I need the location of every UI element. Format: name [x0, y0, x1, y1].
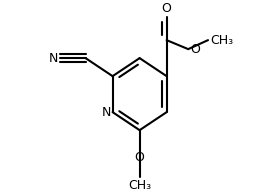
Text: O: O — [162, 2, 171, 15]
Text: N: N — [101, 106, 111, 119]
Text: O: O — [135, 151, 145, 164]
Text: O: O — [190, 43, 200, 56]
Text: N: N — [49, 52, 59, 65]
Text: CH₃: CH₃ — [128, 179, 151, 192]
Text: CH₃: CH₃ — [210, 34, 233, 47]
